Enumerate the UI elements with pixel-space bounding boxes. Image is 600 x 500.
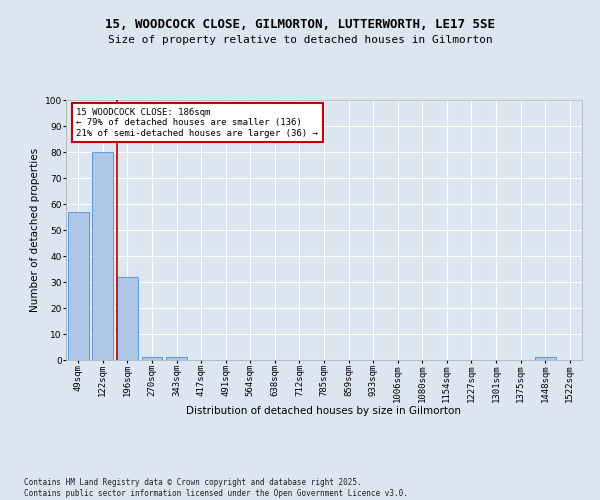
Bar — [166, 358, 187, 360]
Text: 15 WOODCOCK CLOSE: 186sqm
← 79% of detached houses are smaller (136)
21% of semi: 15 WOODCOCK CLOSE: 186sqm ← 79% of detac… — [76, 108, 318, 138]
Y-axis label: Number of detached properties: Number of detached properties — [31, 148, 40, 312]
Text: Contains HM Land Registry data © Crown copyright and database right 2025.
Contai: Contains HM Land Registry data © Crown c… — [24, 478, 408, 498]
Bar — [68, 212, 89, 360]
Bar — [142, 358, 163, 360]
Bar — [117, 277, 138, 360]
Bar — [535, 358, 556, 360]
Text: Size of property relative to detached houses in Gilmorton: Size of property relative to detached ho… — [107, 35, 493, 45]
Bar — [92, 152, 113, 360]
Text: 15, WOODCOCK CLOSE, GILMORTON, LUTTERWORTH, LE17 5SE: 15, WOODCOCK CLOSE, GILMORTON, LUTTERWOR… — [105, 18, 495, 30]
X-axis label: Distribution of detached houses by size in Gilmorton: Distribution of detached houses by size … — [187, 406, 461, 416]
